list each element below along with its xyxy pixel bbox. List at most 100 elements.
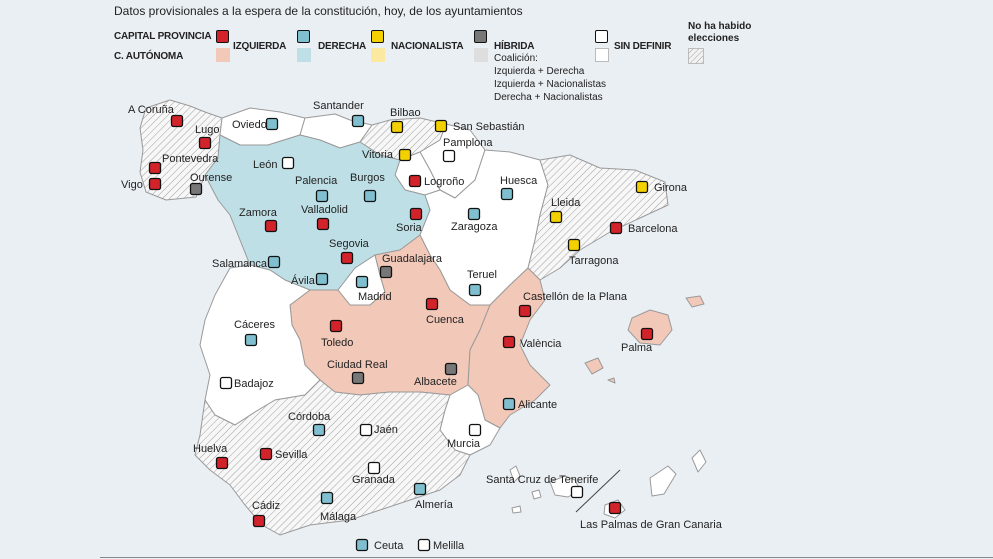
city-tarragona: Tarragona: [567, 238, 619, 267]
region-gomera: [531, 489, 542, 500]
legend-nac-label: NACIONALISTA: [391, 41, 464, 52]
canarias-divider: [575, 469, 621, 513]
city-almeria: Almería: [413, 482, 454, 511]
city-label: Jaén: [374, 424, 398, 436]
legend-nac-region-swatch: [371, 48, 385, 62]
city-marker: [215, 456, 229, 470]
legend-sd-label: SIN DEFINIR: [614, 41, 672, 52]
city-pamplona: Pamplona: [442, 137, 493, 163]
map-title: Datos provisionales a la espera de la co…: [114, 4, 523, 18]
city-label: Guadalajara: [382, 253, 443, 265]
city-label: Logroño: [424, 176, 464, 188]
city-vigo: Vigo: [121, 177, 162, 191]
city-bilbao: Bilbao: [390, 107, 421, 134]
region-fuerteventura: [649, 465, 677, 497]
city-label: Huelva: [193, 443, 228, 455]
city-marker: [252, 514, 266, 528]
city-marker: [467, 207, 481, 221]
city-marker: [409, 207, 423, 221]
legend-capital-label: CAPITAL PROVINCIA: [114, 31, 212, 42]
city-label: Cáceres: [234, 319, 275, 331]
city-marker: [320, 491, 334, 505]
city-marker: [329, 319, 343, 333]
legend-coalition-line-2: Izquierda + Derecha: [494, 66, 585, 77]
city-marker: [417, 538, 431, 552]
city-label: Albacete: [414, 376, 457, 388]
city-marker: [148, 177, 162, 191]
city-label: Santander: [313, 100, 364, 112]
city-label: A Coruña: [128, 104, 175, 116]
city-leon: León: [253, 156, 295, 171]
city-label: Zamora: [239, 207, 278, 219]
city-marker: [500, 187, 514, 201]
city-label: Burgos: [350, 172, 385, 184]
city-label: Pamplona: [443, 137, 493, 149]
city-label: Ceuta: [374, 540, 404, 552]
legend-sd-capital-swatch: [595, 30, 608, 43]
city-marker: [468, 283, 482, 297]
city-zaragoza: Zaragoza: [451, 207, 498, 233]
city-label: Málaga: [320, 511, 357, 523]
city-marker: [408, 174, 422, 188]
city-label: Palma: [621, 342, 653, 354]
city-marker: [518, 304, 532, 318]
city-marker: [312, 423, 326, 437]
city-marker: [635, 180, 649, 194]
city-burgos: Burgos: [350, 172, 385, 203]
city-marker: [567, 238, 581, 252]
city-label: Córdoba: [288, 411, 331, 423]
region-lanzarote: [691, 449, 707, 473]
city-granada: Granada: [352, 461, 396, 486]
city-palencia: Palencia: [295, 175, 338, 203]
city-madrid: Madrid: [355, 275, 392, 303]
city-marker: [244, 333, 258, 347]
city-marker: [425, 297, 439, 311]
city-pontevedra: Pontevedra: [148, 153, 219, 175]
city-label: Sevilla: [275, 449, 308, 461]
legend-izq-capital-swatch: [216, 30, 229, 43]
city-marker: [264, 219, 278, 233]
legend-hib-region-swatch: [474, 48, 488, 62]
city-castellon-de-la-plana: Castellón de la Plana: [518, 291, 628, 318]
city-label: Castellón de la Plana: [523, 291, 628, 303]
city-marker: [398, 148, 412, 162]
city-label: Murcia: [447, 438, 481, 450]
city-label: Soria: [396, 222, 423, 234]
city-label: Lugo: [195, 124, 219, 136]
city-marker: [259, 447, 273, 461]
city-label: León: [253, 159, 277, 171]
city-oviedo: Oviedo: [232, 117, 279, 131]
city-marker: [198, 136, 212, 150]
city-marker: [315, 189, 329, 203]
city-logrono: Logroño: [408, 174, 464, 188]
city-zamora: Zamora: [239, 207, 278, 233]
city-ourense: Ourense: [189, 172, 232, 196]
city-lleida: Lleida: [549, 197, 581, 224]
legend-hib-capital-swatch: [474, 30, 487, 43]
city-marker: [468, 423, 482, 437]
city-markers: A Coruña Lugo Pontevedra Vigo Ourense Oviedo S…: [121, 100, 723, 552]
city-huelva: Huelva: [193, 443, 229, 470]
city-label: Alicante: [518, 399, 557, 411]
city-marker: [340, 251, 354, 265]
legend-hatch-swatch: [688, 48, 704, 64]
city-toledo: Toledo: [321, 319, 353, 349]
city-label: San Sebastián: [453, 121, 525, 133]
city-marker: [189, 182, 203, 196]
city-guadalajara: Guadalajara: [379, 253, 443, 279]
city-albacete: Albacete: [414, 362, 458, 388]
city-cordoba: Córdoba: [288, 411, 331, 437]
city-marker: [502, 397, 516, 411]
city-marker: [351, 114, 365, 128]
city-a-coruna: A Coruña: [128, 104, 184, 128]
city-marker: [363, 189, 377, 203]
city-soria: Soria: [396, 207, 423, 234]
city-label: Cádiz: [252, 500, 280, 512]
city-alicante: Alicante: [502, 397, 557, 411]
legend-nac-capital-swatch: [371, 30, 384, 43]
city-label: Barcelona: [628, 223, 678, 235]
city-vitoria: Vitoria: [362, 148, 412, 162]
legend-coalition-line-4: Derecha + Nacionalistas: [494, 92, 603, 103]
legend-no-elections-line-2: elecciones: [688, 33, 740, 44]
